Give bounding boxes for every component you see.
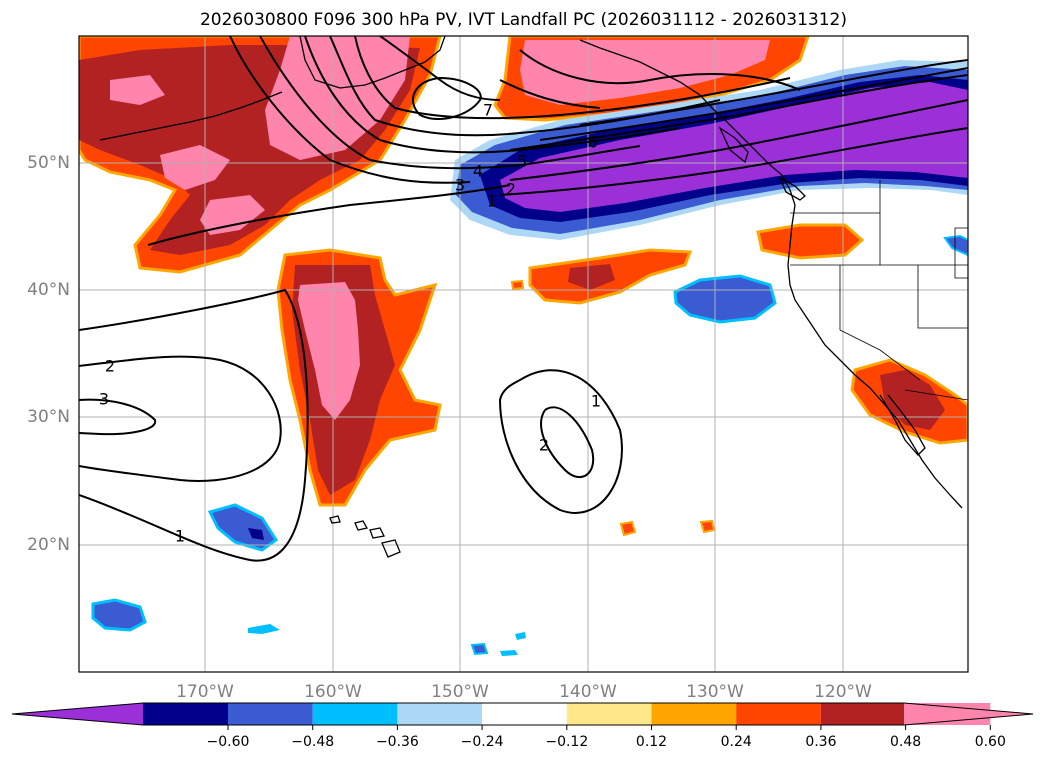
colorbar-tick-label: 0.48	[890, 734, 921, 750]
contour-label: 1	[175, 527, 185, 546]
contour-label: 4	[473, 162, 483, 181]
contour-label: 1	[487, 192, 497, 211]
colorbar-segment	[228, 703, 313, 725]
colorbar-tick-label: 0.24	[721, 734, 752, 750]
lon-label: 170°W	[176, 682, 234, 702]
colorbar-segment	[651, 703, 737, 725]
colorbar-outline	[11, 702, 1034, 726]
colorbar-segment	[566, 703, 652, 725]
lon-label: 120°W	[814, 682, 872, 702]
contour-label: 2	[506, 180, 516, 199]
colorbar: −0.60 −0.48 −0.36 −0.24 −0.12 0.12 0.24 0.36 0.4…	[11, 702, 1034, 750]
colorbar-tick-label: −0.48	[291, 734, 334, 750]
colorbar-tick-label: 0.36	[805, 734, 836, 750]
contour-lines	[79, 36, 968, 562]
colorbar-tick-label: −0.24	[461, 734, 504, 750]
colorbar-segment	[820, 703, 906, 725]
positive-anomaly-central	[276, 248, 442, 507]
lat-label: 20°N	[27, 535, 70, 555]
latitude-labels: 50°N 40°N 30°N 20°N	[27, 153, 70, 555]
negative-anomaly-small	[91, 234, 968, 656]
coastlines	[99, 36, 963, 558]
lon-label: 160°W	[304, 682, 362, 702]
colorbar-tick-label: −0.60	[207, 734, 250, 750]
contour-label: 3	[99, 390, 109, 409]
lat-label: 40°N	[27, 280, 70, 300]
lon-label: 140°W	[559, 682, 617, 702]
colorbar-tick-label: 0.12	[636, 734, 667, 750]
lon-label: 130°W	[686, 682, 744, 702]
contour-label: 1	[591, 392, 601, 411]
contour-label: 2	[105, 357, 115, 376]
contour-label: 3	[455, 176, 465, 195]
lat-label: 30°N	[27, 407, 70, 427]
colorbar-segment	[312, 703, 398, 725]
map-title: 2026030800 F096 300 hPa PV, IVT Landfall…	[199, 10, 847, 30]
longitude-labels: 170°W 160°W 150°W 140°W 130°W 120°W	[176, 682, 872, 702]
colorbar-segment	[143, 703, 228, 725]
colorbar-segment	[736, 703, 821, 725]
contour-labels: 1 2 3 1 2 3 4 5 6 1 2 7	[99, 101, 601, 546]
lat-label: 50°N	[27, 153, 70, 173]
contour-label: 7	[483, 101, 493, 120]
colorbar-tick-label: −0.36	[376, 734, 419, 750]
map-frame	[78, 35, 969, 673]
colorbar-segment	[482, 703, 567, 725]
colorbar-extend-min	[12, 703, 143, 725]
lon-label: 150°W	[431, 682, 489, 702]
colorbar-tick-label: 0.60	[975, 734, 1006, 750]
graticule	[79, 36, 968, 672]
colorbar-tick-label: −0.12	[545, 734, 588, 750]
colorbar-extend-max	[904, 703, 1033, 725]
contour-label: 2	[539, 436, 549, 455]
state-borders	[790, 180, 968, 401]
contour-label: 5	[517, 152, 527, 171]
map-content: 1 2 3 1 2 3 4 5 6 1 2 7	[79, 36, 968, 672]
colorbar-segment	[397, 703, 483, 725]
contour-label: 6	[588, 133, 598, 152]
